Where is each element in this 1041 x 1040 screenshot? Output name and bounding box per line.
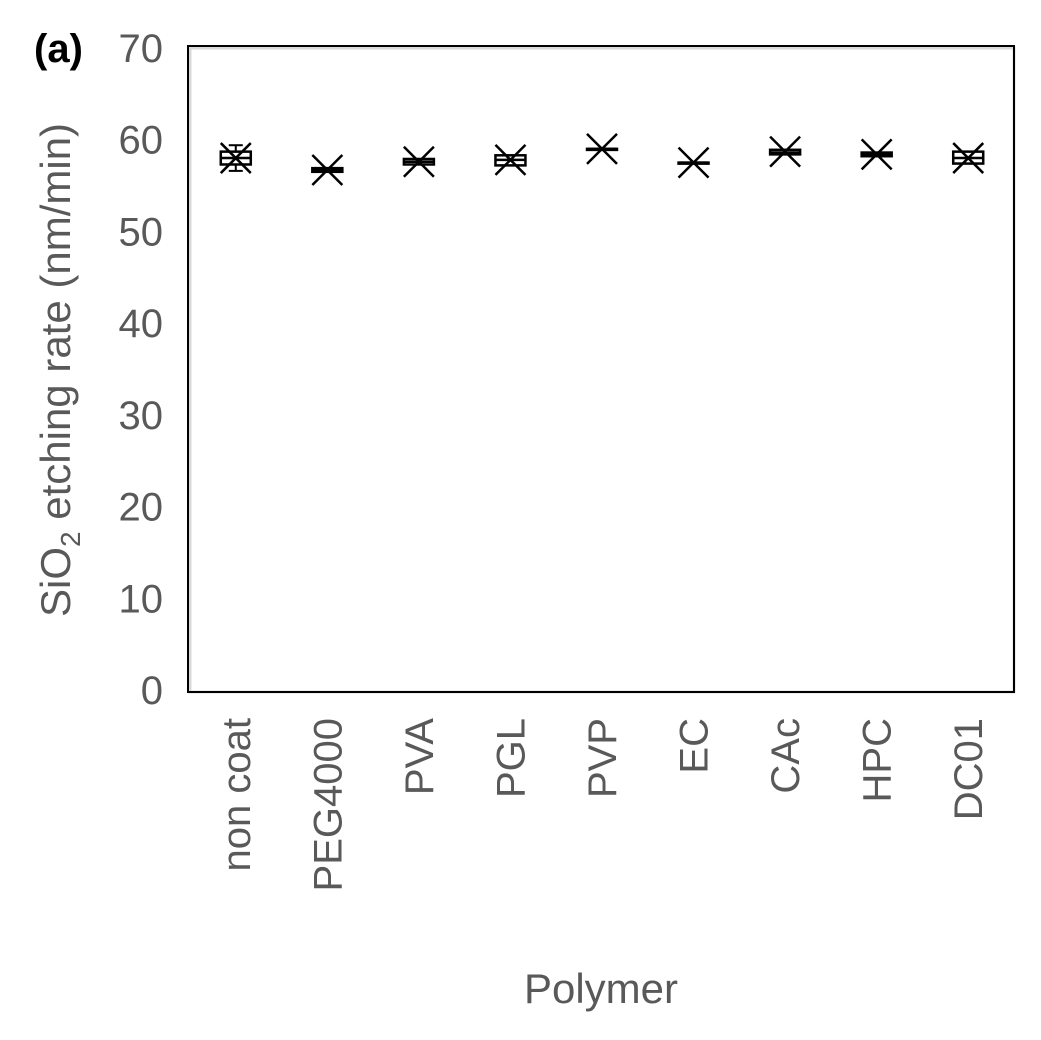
x-category-label-peg4000: PEG4000	[306, 718, 350, 891]
mean-marker-pgl	[494, 144, 527, 176]
plot-area-inner	[188, 46, 1016, 694]
y-tick-label-70: 70	[119, 27, 164, 71]
y-tick-label-30: 30	[119, 394, 164, 438]
y-axis-title-prefix: SiO	[32, 547, 79, 617]
mean-marker-non-coat	[219, 142, 252, 174]
box-group-ec	[677, 146, 710, 179]
panel-label: (a)	[34, 27, 83, 71]
box-group-cac	[768, 135, 802, 168]
x-axis-category-labels: non coat PEG4000 PVA PGL PVP EC CAc HPC DC01	[215, 718, 991, 892]
x-category-label-pvp: PVP	[581, 718, 625, 798]
y-tick-label-60: 60	[119, 119, 164, 163]
box-group-non-coat	[219, 142, 253, 174]
x-category-label-pgl: PGL	[489, 718, 533, 798]
x-axis-title: Polymer	[524, 965, 678, 1012]
x-category-label-ec: EC	[673, 718, 717, 774]
box-group-hpc	[860, 138, 893, 171]
mean-marker-ec	[677, 146, 710, 179]
y-tick-label-10: 10	[119, 577, 164, 621]
mean-marker-dc01	[952, 142, 985, 174]
x-category-label-dc01: DC01	[947, 718, 991, 820]
x-category-label-pva: PVA	[398, 718, 442, 795]
x-category-label-hpc: HPC	[856, 718, 900, 802]
y-axis-title-suffix: etching rate (nm/min)	[32, 123, 79, 531]
box-group-peg4000	[311, 154, 344, 186]
box-group-pva	[402, 145, 436, 178]
mean-marker-peg4000	[311, 154, 344, 186]
box-group-pvp	[585, 133, 619, 165]
box-group-pgl	[494, 144, 527, 176]
y-axis-title-subscript: 2	[55, 531, 86, 547]
y-tick-label-50: 50	[119, 210, 164, 254]
mean-marker-pva	[403, 145, 435, 178]
x-category-label-non-coat: non coat	[215, 718, 259, 871]
y-axis-tick-labels: 0 10 20 30 40 50 60 70	[119, 27, 164, 713]
y-tick-label-40: 40	[119, 302, 164, 346]
y-axis-title: SiO2 etching rate (nm/min)	[32, 123, 86, 617]
y-tick-label-20: 20	[119, 486, 164, 530]
plot-area-frame	[187, 45, 1015, 693]
y-tick-label-0: 0	[141, 669, 163, 713]
mean-marker-pvp	[586, 133, 618, 165]
mean-marker-hpc	[860, 138, 893, 171]
mean-marker-cac	[769, 135, 801, 168]
box-marks	[219, 133, 985, 186]
box-group-dc01	[951, 142, 985, 174]
x-category-label-cac: CAc	[764, 718, 808, 794]
